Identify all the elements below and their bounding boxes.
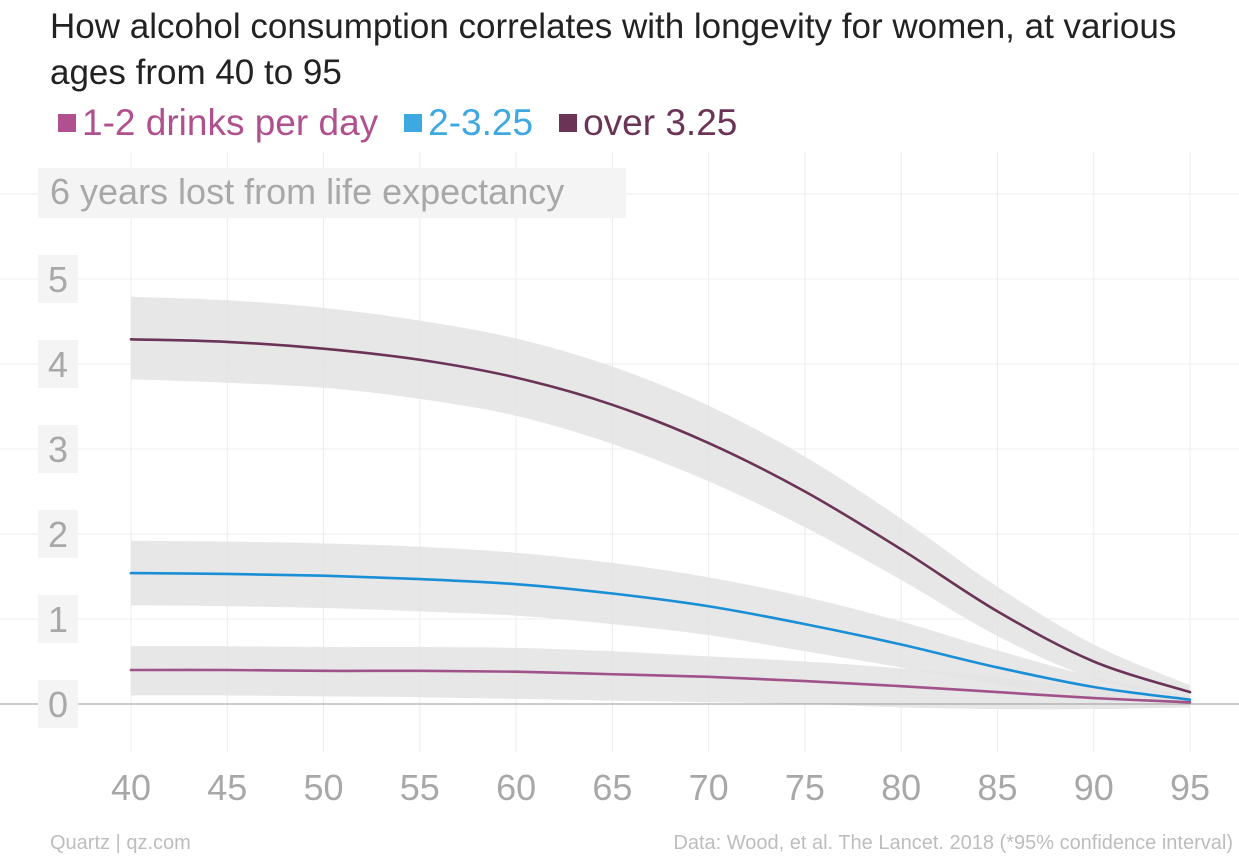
data-point-2-75 [803,490,807,493]
y-tick-bg-0 [38,680,78,728]
data-point-0-90 [1092,696,1095,700]
y-tick-bg-2 [38,510,78,558]
y-axis-label-background [38,168,626,218]
legend-swatch-over-3-25 [559,114,578,132]
y-tick-bg-4 [38,340,78,388]
data-point-0-85 [996,690,999,694]
x-tick-label-55: 55 [400,767,440,808]
data-point-1-70 [707,605,710,608]
data-point-1-75 [803,622,807,626]
chart-title: How alcohol consumption correlates with … [50,7,1177,92]
data-point-1-50 [322,574,325,577]
legend-swatch-1-2-drinks [58,114,76,132]
y-tick-label-4: 4 [48,344,68,385]
data-point-1-90 [1092,685,1095,689]
legend-swatch-2-3-25 [404,114,423,132]
y-tick-label-1: 1 [48,599,68,640]
y-tick-label-0: 0 [48,684,68,725]
data-point-2-85 [996,610,999,613]
legend: 1-2 drinks per day 2-3.25 over 3.25 [58,98,763,148]
data-point-1-40 [129,571,133,575]
data-point-0-40 [129,668,133,672]
data-point-1-65 [611,592,614,595]
data-point-1-55 [418,577,422,581]
x-tick-label-80: 80 [881,767,921,808]
series-line-1 [129,571,1192,702]
confidence-band-2 [131,296,1190,700]
data-point-0-70 [707,675,710,678]
data-point-2-55 [418,358,422,361]
x-tick-label-60: 60 [496,767,536,808]
data-point-2-50 [322,347,325,350]
data-point-2-70 [707,441,710,445]
x-tick-label-90: 90 [1074,767,1114,808]
x-axis-ticks: 40 45 50 55 60 65 70 75 80 85 90 95 [111,767,1210,808]
data-point-2-90 [1092,660,1095,663]
data-point-1-85 [996,666,999,669]
x-tick-label-85: 85 [977,767,1017,808]
data-point-2-80 [899,548,903,551]
confidence-band-0 [131,646,1190,710]
confidence-band-1 [131,540,1190,704]
series-lines [129,338,1192,704]
data-point-0-50 [322,669,325,673]
y-tick-bg-3 [38,425,78,473]
data-point-2-45 [226,340,229,344]
y-axis-label: 6 years lost from life expectancy [50,171,564,212]
y-tick-label-3: 3 [48,429,68,470]
legend-item-2-3-25: 2-3.25 [404,102,533,144]
data-point-2-40 [129,338,133,341]
x-tick-label-95: 95 [1170,767,1210,808]
legend-item-1-2-drinks: 1-2 drinks per day [58,102,378,144]
y-tick-label-2: 2 [48,514,68,555]
data-point-0-75 [803,679,807,683]
y-tick-bg-5 [38,255,78,303]
data-point-0-95 [1188,701,1192,704]
y-axis-ticks: 0 1 2 3 4 5 [38,255,78,728]
data-point-0-55 [418,669,422,673]
x-tick-label-45: 45 [207,767,247,808]
legend-label-over-3-25: over 3.25 [583,102,738,143]
data-point-0-80 [899,684,903,688]
data-point-2-95 [1188,690,1192,694]
x-tick-label-65: 65 [592,767,632,808]
x-tick-label-75: 75 [785,767,825,808]
y-tick-bg-1 [38,595,78,643]
legend-item-over-3-25: over 3.25 [559,102,737,144]
x-tick-label-70: 70 [689,767,729,808]
data-point-1-60 [514,582,518,586]
footer-source-left: Quartz | qz.com [50,832,191,854]
y-tick-label-5: 5 [48,259,68,300]
confidence-bands [131,296,1190,710]
data-point-1-80 [899,643,903,646]
legend-label-2-3-25: 2-3.25 [428,102,534,143]
data-point-2-65 [611,403,614,406]
data-point-0-60 [514,670,518,673]
x-tick-label-50: 50 [304,767,344,808]
footer-source-right: Data: Wood, et al. The Lancet. 2018 (*95… [673,832,1233,854]
data-point-2-60 [514,376,518,379]
data-point-1-95 [1188,698,1192,701]
data-point-0-65 [611,673,614,676]
series-line-0 [129,668,1192,704]
data-point-0-45 [226,668,229,672]
data-point-1-45 [226,572,229,576]
x-tick-label-40: 40 [111,767,151,808]
legend-label-1-2-drinks: 1-2 drinks per day [82,102,379,143]
